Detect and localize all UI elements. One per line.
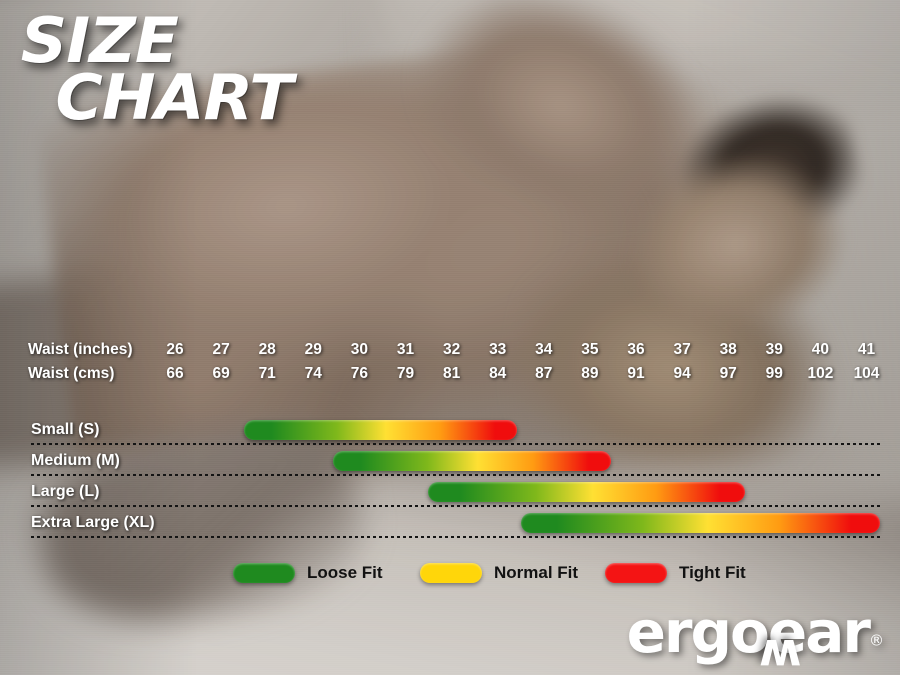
legend-label: Tight Fit — [679, 563, 746, 582]
legend-label: Loose Fit — [307, 563, 383, 582]
title-line-1: SIZE — [20, 4, 179, 77]
waist-cms-value: 89 — [581, 365, 599, 382]
fit-legend: Loose Fit Normal Fit Tight Fit — [0, 560, 900, 592]
fit-range-bar — [428, 482, 745, 502]
title-line-2: CHART — [55, 61, 293, 135]
size-row: Large (L) — [0, 482, 900, 513]
brand-name-start: ergo — [626, 598, 770, 666]
legend-swatch — [420, 563, 482, 583]
registered-trademark-icon: ® — [869, 631, 884, 650]
page-title: SIZE CHART — [21, 9, 293, 128]
waist-cms-value: 79 — [396, 365, 415, 382]
waist-cms-value: 71 — [258, 365, 276, 382]
brand-logo: ergoear® w — [627, 603, 884, 675]
waist-inches-value: 36 — [627, 341, 645, 358]
waist-inches-value: 31 — [396, 341, 415, 358]
waist-cms-value: 97 — [719, 365, 737, 382]
size-row: Medium (M) — [0, 451, 900, 482]
fit-range-bar — [521, 513, 880, 533]
row-divider — [31, 505, 880, 507]
waist-cms-value: 69 — [212, 365, 230, 382]
brand-name-end: ear — [767, 598, 871, 666]
waist-cms-value: 81 — [442, 365, 461, 382]
waist-inches-value: 34 — [535, 341, 553, 358]
waist-cms-value: 84 — [489, 365, 507, 382]
brand-w-mark: w — [758, 629, 802, 675]
waist-cms-row: Waist (cms) 66 69 71 74 76 79 81 84 87 89 91 94 97 99… — [0, 365, 900, 387]
legend-swatch — [605, 563, 667, 583]
waist-inches-value: 30 — [350, 341, 369, 358]
size-row: Extra Large (XL) — [0, 513, 900, 544]
waist-inches-label: Waist (inches) — [28, 341, 133, 358]
waist-cms-value: 102 — [807, 365, 834, 382]
waist-inches-value: 37 — [673, 341, 691, 358]
waist-inches-value: 39 — [765, 341, 783, 358]
legend-item: Loose Fit — [233, 560, 383, 586]
row-divider — [31, 474, 880, 476]
waist-inches-value: 28 — [258, 341, 276, 358]
legend-item: Tight Fit — [605, 560, 746, 586]
legend-label: Normal Fit — [494, 563, 579, 582]
waist-cms-value: 99 — [765, 365, 783, 382]
waist-cms-value: 94 — [673, 365, 691, 382]
row-divider — [31, 536, 880, 538]
waist-inches-row: Waist (inches) 26 27 28 29 30 31 32 33 34 35 36 37 3… — [0, 341, 900, 363]
size-label: Large (L) — [31, 483, 100, 500]
waist-inches-value: 26 — [166, 341, 184, 358]
waist-inches-value: 38 — [719, 341, 737, 358]
waist-cms-value: 87 — [535, 365, 553, 382]
waist-cms-value: 74 — [304, 365, 322, 382]
waist-cms-value: 76 — [350, 365, 369, 382]
waist-inches-value: 32 — [442, 341, 461, 358]
waist-inches-value: 27 — [212, 341, 230, 358]
size-label: Small (S) — [31, 421, 100, 438]
waist-inches-value: 29 — [304, 341, 322, 358]
fit-range-bar — [244, 420, 517, 440]
waist-inches-value: 33 — [489, 341, 507, 358]
size-row: Small (S) — [0, 420, 900, 451]
waist-inches-value: 35 — [581, 341, 599, 358]
waist-cms-value: 104 — [853, 365, 880, 382]
fit-range-bar — [333, 451, 611, 471]
waist-inches-value: 41 — [857, 341, 876, 358]
waist-cms-value: 91 — [627, 365, 645, 382]
waist-cms-label: Waist (cms) — [28, 365, 115, 382]
size-label: Medium (M) — [31, 452, 120, 469]
row-divider — [31, 443, 880, 445]
waist-cms-value: 66 — [166, 365, 184, 382]
size-label: Extra Large (XL) — [31, 514, 155, 531]
waist-inches-value: 40 — [811, 341, 830, 358]
legend-item: Normal Fit — [420, 560, 578, 586]
legend-swatch — [233, 563, 295, 583]
